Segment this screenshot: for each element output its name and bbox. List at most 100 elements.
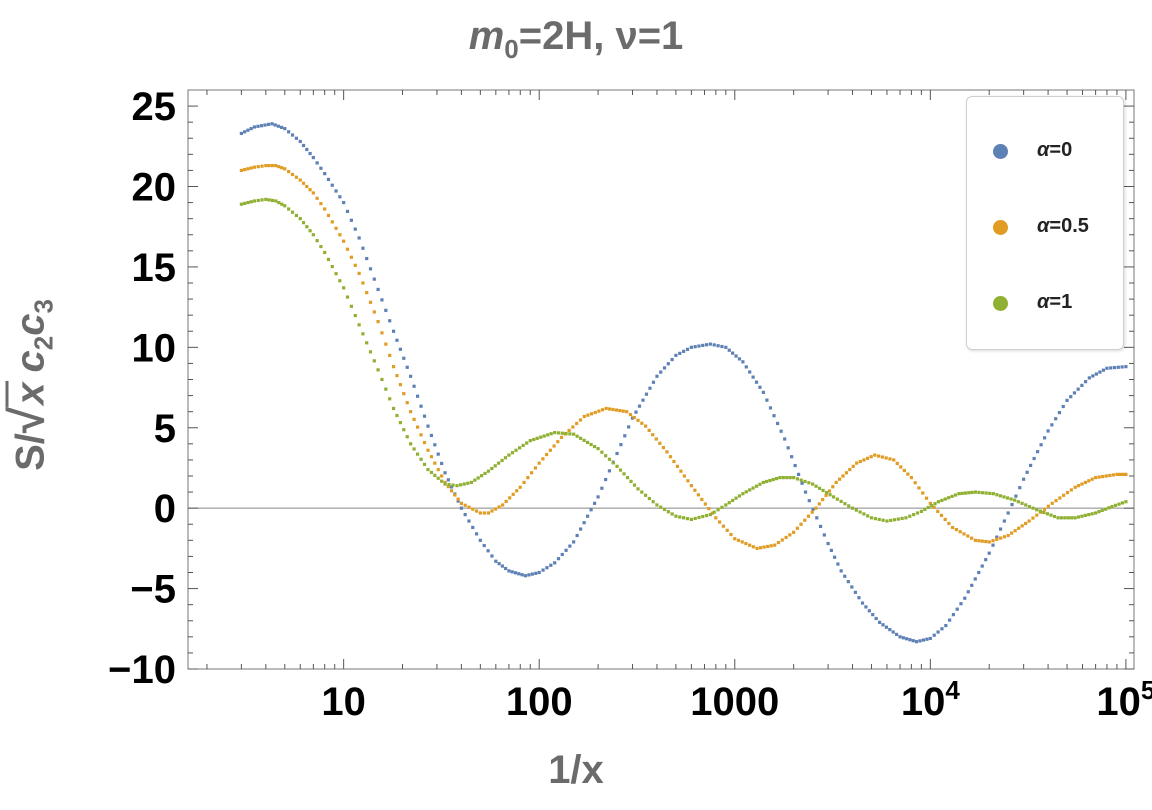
data-point — [796, 472, 801, 476]
data-point — [748, 543, 752, 547]
data-point — [243, 201, 247, 205]
data-point — [651, 380, 656, 384]
data-point — [895, 461, 899, 466]
data-point — [334, 272, 338, 276]
data-point — [628, 412, 633, 417]
data-point — [970, 490, 974, 495]
data-point — [1112, 365, 1117, 370]
data-point — [440, 479, 444, 483]
data-point — [497, 461, 501, 465]
data-point — [368, 300, 373, 304]
data-point — [913, 481, 917, 485]
data-point — [754, 484, 759, 488]
data-point — [1124, 500, 1128, 504]
data-point — [1013, 498, 1017, 502]
data-point — [579, 527, 583, 531]
data-point — [412, 417, 416, 421]
data-point — [911, 639, 915, 643]
data-point — [1005, 496, 1010, 500]
data-point — [521, 443, 525, 448]
data-point — [984, 539, 988, 544]
data-point — [810, 482, 815, 486]
data-point — [368, 350, 373, 354]
data-point — [831, 485, 835, 489]
data-point — [1050, 423, 1054, 427]
data-point — [372, 277, 376, 281]
data-point — [1080, 514, 1084, 518]
data-point — [1061, 404, 1065, 409]
data-point — [987, 551, 991, 555]
data-point — [909, 476, 913, 480]
data-point — [839, 569, 843, 573]
data-point — [980, 564, 984, 568]
data-point — [899, 465, 903, 469]
data-point — [429, 470, 434, 475]
data-point — [714, 516, 718, 520]
data-point — [908, 514, 912, 518]
data-point — [409, 374, 413, 378]
data-point — [1069, 488, 1073, 492]
data-point — [319, 202, 323, 206]
data-point — [280, 202, 284, 206]
data-point — [707, 507, 711, 511]
data-point — [640, 421, 644, 425]
legend-marker — [993, 144, 1008, 159]
data-point — [1054, 417, 1058, 421]
data-point — [545, 452, 549, 457]
data-point — [463, 503, 467, 507]
data-point — [388, 319, 392, 323]
data-point — [607, 469, 612, 473]
data-point — [740, 540, 744, 544]
data-point — [637, 404, 642, 408]
data-point — [582, 438, 586, 442]
data-point — [527, 573, 531, 577]
data-point — [725, 528, 729, 532]
data-point — [693, 516, 697, 521]
data-point — [892, 458, 896, 462]
data-point — [471, 507, 475, 511]
data-point — [951, 613, 956, 617]
data-point — [884, 456, 888, 460]
data-point — [776, 540, 781, 545]
data-point — [1031, 516, 1035, 520]
data-point — [537, 570, 541, 575]
axis-ticks — [188, 90, 1134, 670]
data-point — [1087, 376, 1091, 380]
data-point — [510, 451, 515, 455]
data-point — [824, 491, 829, 495]
data-point — [507, 569, 511, 573]
data-point — [415, 394, 420, 398]
data-point — [572, 432, 576, 436]
data-point — [708, 513, 712, 517]
data-point — [1022, 477, 1026, 481]
data-point — [384, 342, 388, 346]
data-point — [636, 487, 640, 491]
data-point — [995, 535, 999, 539]
data-point — [788, 533, 792, 537]
data-point — [433, 443, 437, 447]
data-point — [1029, 463, 1033, 468]
data-point — [655, 503, 659, 507]
data-point — [954, 528, 959, 532]
data-point — [977, 539, 981, 543]
data-point — [768, 478, 772, 483]
data-point — [873, 517, 877, 521]
data-point — [549, 432, 553, 436]
data-point — [412, 384, 416, 388]
data-point — [1116, 365, 1120, 369]
data-point — [534, 571, 538, 575]
data-point — [951, 525, 955, 530]
data-point — [720, 344, 724, 349]
data-point — [1124, 472, 1128, 476]
data-point — [578, 418, 583, 422]
data-point — [600, 450, 604, 454]
data-point — [552, 444, 556, 448]
x-tick-label: 104 — [901, 675, 961, 724]
data-point — [398, 421, 402, 425]
data-point — [625, 476, 630, 480]
data-point — [943, 517, 947, 522]
data-point — [741, 492, 745, 496]
data-point — [672, 459, 676, 464]
data-point — [892, 518, 897, 522]
